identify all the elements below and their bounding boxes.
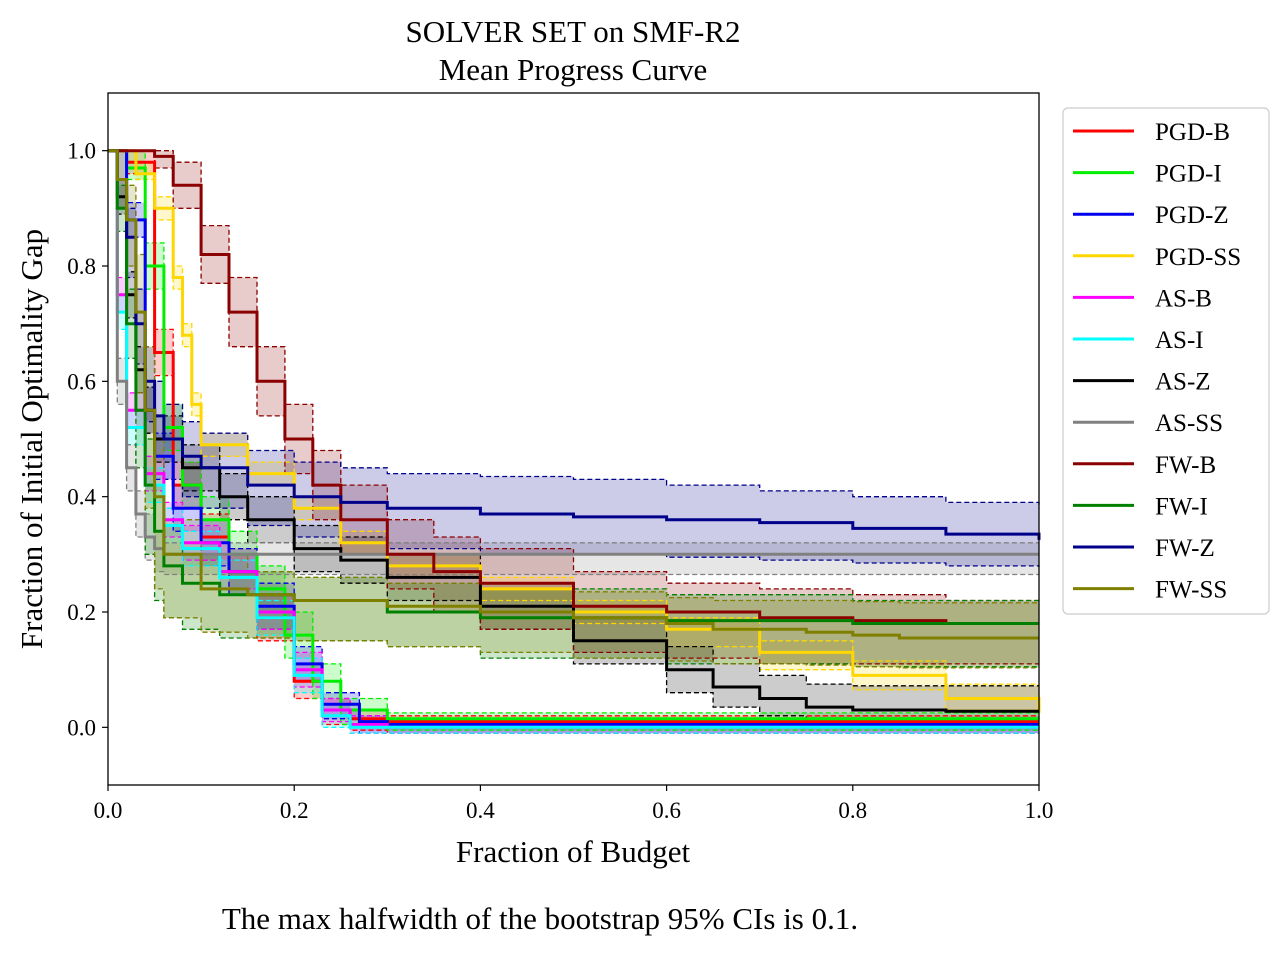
ci-upper-fw-b: [108, 150, 1039, 602]
legend-item-fw-b: FW-B: [1073, 452, 1216, 479]
mean-lines: [108, 149, 1041, 729]
legend-label: AS-Z: [1155, 369, 1211, 396]
legend-label: FW-SS: [1155, 577, 1227, 604]
x-tick-label: 0.2: [280, 798, 309, 823]
series-line-fw-ss: [108, 149, 1039, 640]
legend-label: PGD-SS: [1155, 244, 1241, 271]
legend-label: AS-I: [1155, 327, 1204, 354]
chart-title: SOLVER SET on SMF-R2: [405, 14, 740, 49]
legend-label: FW-I: [1155, 493, 1208, 520]
x-tick-label: 0.6: [652, 798, 681, 823]
legend-item-as-z: AS-Z: [1073, 369, 1211, 396]
y-axis-ticks: 0.0 0.2 0.4 0.6 0.8 1.0: [67, 139, 108, 740]
plot-area-frame: [107, 92, 1040, 786]
legend-label: AS-SS: [1155, 410, 1223, 437]
y-tick-label: 0.6: [67, 369, 96, 394]
legend-item-pgd-ss: PGD-SS: [1073, 244, 1241, 271]
series-line-fw-z: [108, 149, 1041, 540]
series-line-fw-b: [108, 149, 1039, 625]
ci-band-fw-i: [108, 150, 1039, 667]
legend-item-fw-z: FW-Z: [1073, 535, 1215, 562]
legend-item-fw-ss: FW-SS: [1073, 577, 1227, 604]
x-tick-label: 0.8: [838, 798, 867, 823]
y-tick-label: 0.2: [67, 600, 96, 625]
ci-halfwidth-note: The max halfwidth of the bootstrap 95% C…: [222, 901, 858, 936]
y-axis-label: Fraction of Initial Optimality Gap: [14, 229, 49, 649]
legend-item-pgd-i: PGD-I: [1073, 161, 1222, 188]
x-axis-ticks: 0.0 0.2 0.4 0.6 0.8 1.0: [94, 785, 1054, 823]
x-axis-label: Fraction of Budget: [456, 834, 691, 869]
legend-label: FW-B: [1155, 452, 1216, 479]
y-tick-label: 0.8: [67, 254, 96, 279]
legend-item-as-ss: AS-SS: [1073, 410, 1223, 437]
ci-upper-fw-ss: [108, 150, 1039, 604]
y-tick-label: 1.0: [67, 139, 96, 164]
y-tick-label: 0.0: [67, 715, 96, 740]
ci-upper-fw-i: [108, 150, 1039, 602]
legend-item-as-i: AS-I: [1073, 327, 1204, 354]
ci-upper-as-z: [108, 150, 1039, 687]
legend-item-pgd-z: PGD-Z: [1073, 202, 1229, 229]
x-tick-label: 1.0: [1025, 798, 1054, 823]
legend: PGD-B PGD-I PGD-Z PGD-SS AS-B AS-I AS-Z AS-SS FW…: [1062, 107, 1270, 615]
y-tick-label: 0.4: [67, 485, 96, 510]
legend-label: FW-Z: [1155, 535, 1215, 562]
legend-label: PGD-Z: [1155, 202, 1229, 229]
ci-lower-as-ss: [108, 150, 1039, 576]
ci-lower-fw-z: [108, 150, 1040, 567]
ci-band-fw-ss: [108, 150, 1039, 668]
legend-item-fw-i: FW-I: [1073, 493, 1208, 520]
x-tick-label: 0.4: [466, 798, 495, 823]
legend-label: AS-B: [1155, 285, 1212, 312]
legend-label: PGD-I: [1155, 161, 1222, 188]
legend-frame: [1062, 107, 1270, 615]
legend-item-as-b: AS-B: [1073, 285, 1212, 312]
legend-item-pgd-b: PGD-B: [1073, 119, 1230, 146]
legend-label: PGD-B: [1155, 119, 1230, 146]
chart-subtitle: Mean Progress Curve: [439, 52, 708, 87]
x-tick-label: 0.0: [94, 798, 123, 823]
